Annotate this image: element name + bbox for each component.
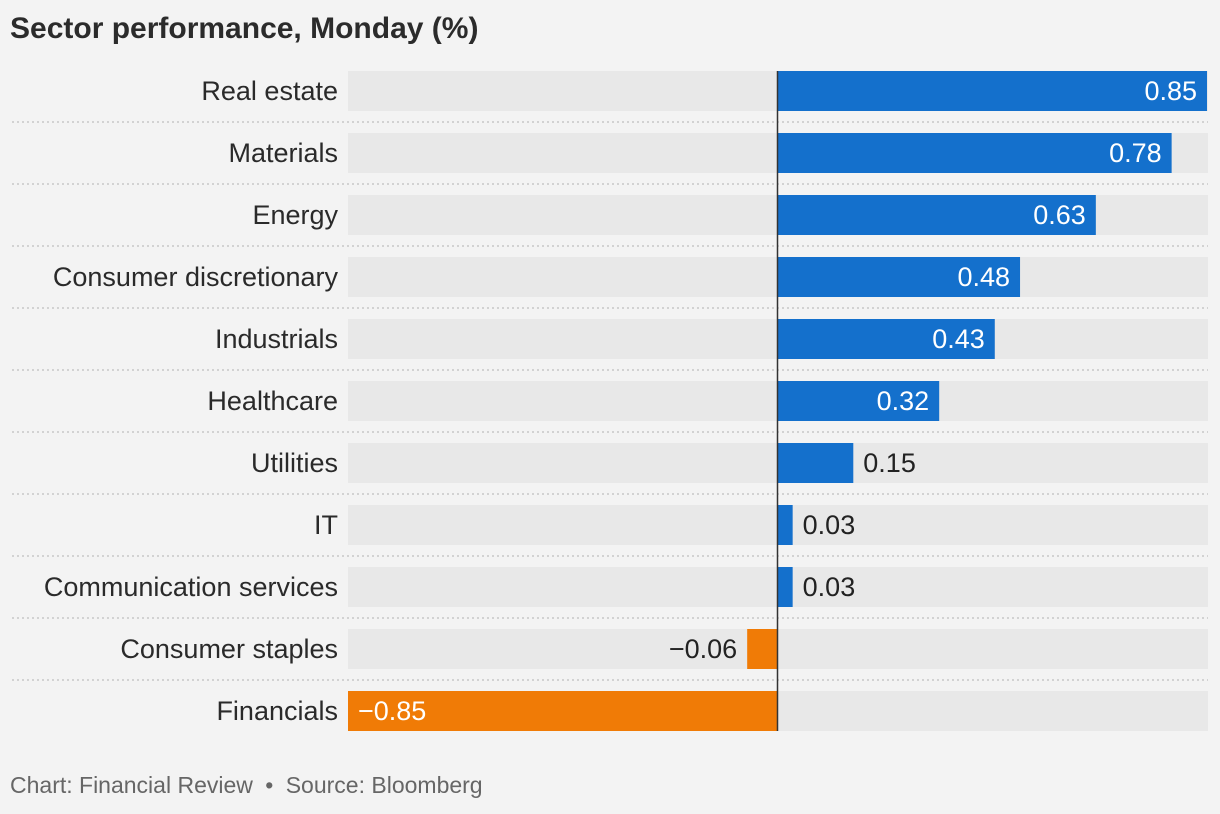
value-label: 0.32 xyxy=(877,386,930,416)
category-label: Real estate xyxy=(201,76,338,106)
category-label: Industrials xyxy=(215,324,338,354)
category-label: IT xyxy=(314,510,338,540)
negative-bar xyxy=(747,629,778,669)
category-label: Consumer discretionary xyxy=(53,262,339,292)
value-label: 0.63 xyxy=(1033,200,1086,230)
negative-bar xyxy=(348,691,778,731)
value-label: 0.78 xyxy=(1109,138,1162,168)
positive-bar xyxy=(777,257,1021,297)
value-label: 0.03 xyxy=(803,510,856,540)
value-label: 0.43 xyxy=(932,324,985,354)
value-label: −0.85 xyxy=(358,696,426,726)
category-label: Healthcare xyxy=(207,386,338,416)
value-label: 0.48 xyxy=(957,262,1010,292)
footer-separator: • xyxy=(265,772,274,798)
positive-bar xyxy=(777,505,793,545)
positive-bar xyxy=(777,381,940,421)
category-label: Consumer staples xyxy=(120,634,338,664)
category-label: Financials xyxy=(216,696,338,726)
source-note: Source: Bloomberg xyxy=(285,772,483,798)
positive-bar xyxy=(777,319,995,359)
category-label: Communication services xyxy=(44,572,338,602)
positive-bar xyxy=(777,195,1096,235)
positive-bar xyxy=(777,133,1172,173)
category-label: Energy xyxy=(252,200,338,230)
chart-title: Sector performance, Monday (%) xyxy=(10,12,479,45)
positive-bar xyxy=(777,443,854,483)
value-label: 0.85 xyxy=(1144,76,1197,106)
value-label: 0.03 xyxy=(803,572,856,602)
positive-bar xyxy=(777,71,1207,111)
value-label: 0.15 xyxy=(863,448,916,478)
category-label: Materials xyxy=(228,138,338,168)
value-label: −0.06 xyxy=(669,634,737,664)
chart-credit: Chart: Financial Review xyxy=(10,772,253,798)
chart-footer: Chart: Financial Review • Source: Bloomb… xyxy=(10,772,483,799)
category-label: Utilities xyxy=(251,448,338,478)
positive-bar xyxy=(777,567,793,607)
